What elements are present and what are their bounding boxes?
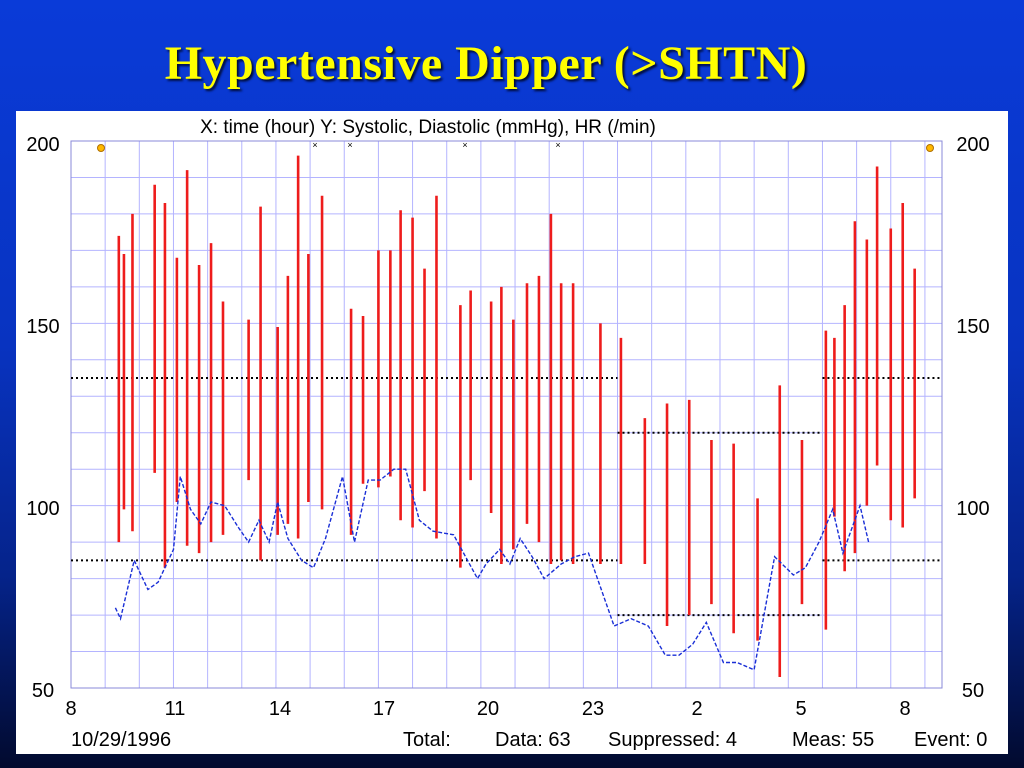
y-tick-left: 50: [32, 680, 54, 702]
grid: [70, 140, 943, 689]
heart-rate-line: [114, 468, 870, 671]
x-tick: 20: [477, 698, 499, 720]
plot-frame: [70, 140, 943, 689]
footer-total: Total:: [403, 729, 451, 751]
x-tick: 8: [65, 698, 76, 720]
x-tick: 8: [899, 698, 910, 720]
y-tick-right: 50: [962, 680, 984, 702]
recording-date: 10/29/1996: [71, 729, 171, 751]
threshold-lines: [71, 377, 942, 617]
y-tick-left: 150: [26, 316, 59, 338]
marker-x: ×: [312, 140, 317, 150]
marker-dot-right: [926, 144, 934, 152]
event-markers: × × × ×: [97, 140, 934, 152]
y-tick-right: 150: [956, 316, 989, 338]
marker-dot-left: [97, 144, 105, 152]
x-tick: 17: [373, 698, 395, 720]
hr-line: [114, 468, 870, 671]
y-tick-left: 100: [26, 498, 59, 520]
footer-event: Event: 0: [914, 729, 987, 751]
marker-x: ×: [462, 140, 467, 150]
y-tick-right: 200: [956, 134, 989, 156]
chart-panel: × × × × X: time (hour) Y: Systolic, Dias…: [16, 111, 1008, 754]
x-tick: 5: [795, 698, 806, 720]
marker-x: ×: [347, 140, 352, 150]
bp-chart: × × × × X: time (hour) Y: Systolic, Dias…: [26, 117, 989, 751]
chart-title: X: time (hour) Y: Systolic, Diastolic (m…: [200, 117, 656, 138]
systolic-diastolic-bars: [117, 155, 916, 678]
x-tick: 11: [165, 698, 186, 720]
marker-x: ×: [555, 140, 560, 150]
footer-meas: Meas: 55: [792, 729, 874, 751]
footer-data: Data: 63: [495, 729, 571, 751]
x-tick: 14: [269, 698, 291, 720]
footer-suppressed: Suppressed: 4: [608, 729, 737, 751]
slide-title: Hypertensive Dipper (>SHTN): [164, 37, 808, 90]
y-tick-right: 100: [956, 498, 989, 520]
x-tick: 2: [691, 698, 702, 720]
y-tick-left: 200: [26, 134, 59, 156]
x-tick: 23: [582, 698, 604, 720]
